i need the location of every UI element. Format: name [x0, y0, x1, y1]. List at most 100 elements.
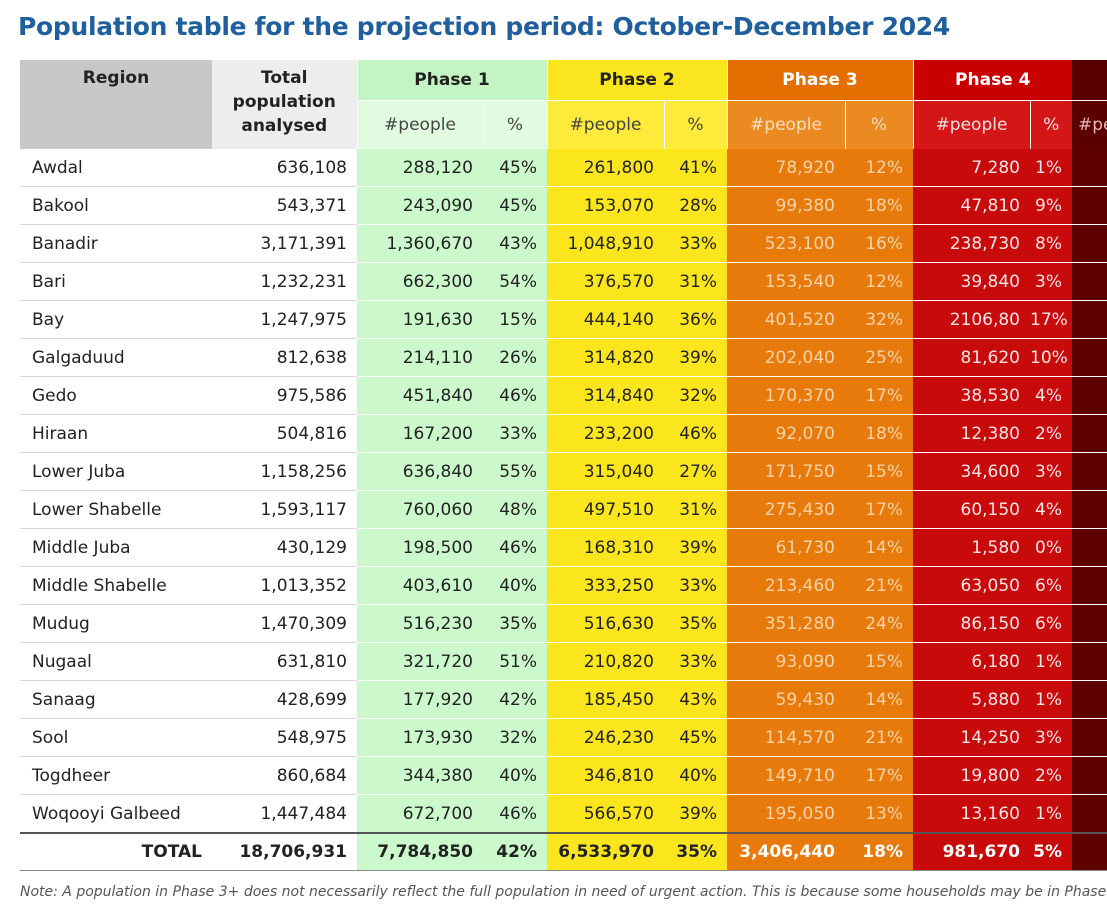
people-count: 213,460: [727, 566, 845, 605]
percent: 42%: [483, 832, 547, 871]
people-count: 93,090: [727, 642, 845, 681]
people-count: 981,670: [913, 832, 1030, 871]
percent: 43%: [483, 224, 547, 263]
people-count: 214,110: [357, 338, 483, 377]
people-count: 243,090: [357, 186, 483, 225]
percent: 9%: [1030, 186, 1072, 225]
phase5-cell: [1072, 566, 1107, 605]
region-name: Bari: [20, 262, 212, 301]
percent: 43%: [664, 680, 727, 719]
percent-header: %: [844, 100, 913, 149]
percent: 17%: [845, 490, 913, 529]
percent: 45%: [483, 149, 547, 187]
phase-header: Phase 3: [726, 60, 913, 101]
region-name: Middle Juba: [20, 528, 212, 567]
people-count: 47,810: [913, 186, 1030, 225]
phase5-cell: [1072, 338, 1107, 377]
percent: 12%: [845, 149, 913, 187]
total-population: 3,171,391: [212, 224, 357, 263]
people-count: 246,230: [547, 718, 664, 757]
region-name: Gedo: [20, 376, 212, 415]
people-header: #people: [726, 100, 845, 149]
percent: 32%: [845, 300, 913, 339]
region-name: Banadir: [20, 224, 212, 263]
total-population: 631,810: [212, 642, 357, 681]
people-count: 288,120: [357, 149, 483, 187]
percent: 31%: [664, 490, 727, 529]
phase5-cell: [1072, 642, 1107, 681]
region-name: Middle Shabelle: [20, 566, 212, 605]
population-table: Region Total population analysed Phase 1 Phas…: [20, 60, 1107, 871]
percent: 21%: [845, 718, 913, 757]
phase5-cell: [1072, 452, 1107, 491]
people-count: 81,620: [913, 338, 1030, 377]
people-count: 173,930: [357, 718, 483, 757]
people-count: 13,160: [913, 794, 1030, 834]
people-count: 19,800: [913, 756, 1030, 795]
percent: 17%: [845, 756, 913, 795]
percent: 12%: [845, 262, 913, 301]
percent: 39%: [664, 528, 727, 567]
people-count: 233,200: [547, 414, 664, 453]
phase-header: Phase 2: [546, 60, 727, 101]
data-row: Hiraan 504,816 167,200 33% 233,200 46% 92,070 1…: [20, 414, 1107, 453]
people-count: 346,810: [547, 756, 664, 795]
percent: 33%: [664, 224, 727, 263]
phase5-cell: [1072, 149, 1107, 187]
percent: 15%: [845, 452, 913, 491]
people-count: 14,250: [913, 718, 1030, 757]
people-count: 662,300: [357, 262, 483, 301]
percent: 14%: [845, 528, 913, 567]
region-header: Region: [20, 60, 212, 149]
people-header: #people: [356, 100, 483, 149]
table-container: Region Total population analysed Phase 1 Phas…: [20, 60, 1107, 871]
people-count: 177,920: [357, 680, 483, 719]
total-population: 428,699: [212, 680, 357, 719]
people-count: 153,540: [727, 262, 845, 301]
percent: 39%: [664, 338, 727, 377]
people-count: 12,380: [913, 414, 1030, 453]
people-count: 153,070: [547, 186, 664, 225]
phase5-cell: [1072, 528, 1107, 567]
percent: 1%: [1030, 794, 1072, 834]
people-count: 566,570: [547, 794, 664, 834]
people-count: 86,150: [913, 604, 1030, 643]
people-count: 1,360,670: [357, 224, 483, 263]
percent-header: %: [663, 100, 727, 149]
people-count: 198,500: [357, 528, 483, 567]
people-count: 149,710: [727, 756, 845, 795]
region-name: Woqooyi Galbeed: [20, 794, 212, 834]
people-count: 523,100: [727, 224, 845, 263]
total-population: 18,706,931: [212, 832, 357, 871]
total-header: Total population analysed: [212, 60, 357, 149]
total-population: 548,975: [212, 718, 357, 757]
page-title: Population table for the projection peri…: [18, 12, 950, 41]
people-count: 191,630: [357, 300, 483, 339]
people-count: 497,510: [547, 490, 664, 529]
people-count: 7,280: [913, 149, 1030, 187]
percent: 46%: [483, 794, 547, 834]
people-count: 168,310: [547, 528, 664, 567]
percent: 3%: [1030, 262, 1072, 301]
total-population: 812,638: [212, 338, 357, 377]
people-count: 34,600: [913, 452, 1030, 491]
percent: 51%: [483, 642, 547, 681]
percent: 4%: [1030, 376, 1072, 415]
region-name: Awdal: [20, 149, 212, 187]
percent: 27%: [664, 452, 727, 491]
people-count: 516,630: [547, 604, 664, 643]
region-name: Lower Shabelle: [20, 490, 212, 529]
people-count: 636,840: [357, 452, 483, 491]
percent: 35%: [483, 604, 547, 643]
percent: 45%: [483, 186, 547, 225]
phase5-cell: [1072, 832, 1107, 871]
phase5-cell: [1072, 718, 1107, 757]
percent: 46%: [483, 528, 547, 567]
people-header: #people: [912, 100, 1030, 149]
people-count: 333,250: [547, 566, 664, 605]
people-count: 195,050: [727, 794, 845, 834]
percent: 24%: [845, 604, 913, 643]
people-count: 444,140: [547, 300, 664, 339]
total-header-line: analysed: [241, 116, 328, 136]
